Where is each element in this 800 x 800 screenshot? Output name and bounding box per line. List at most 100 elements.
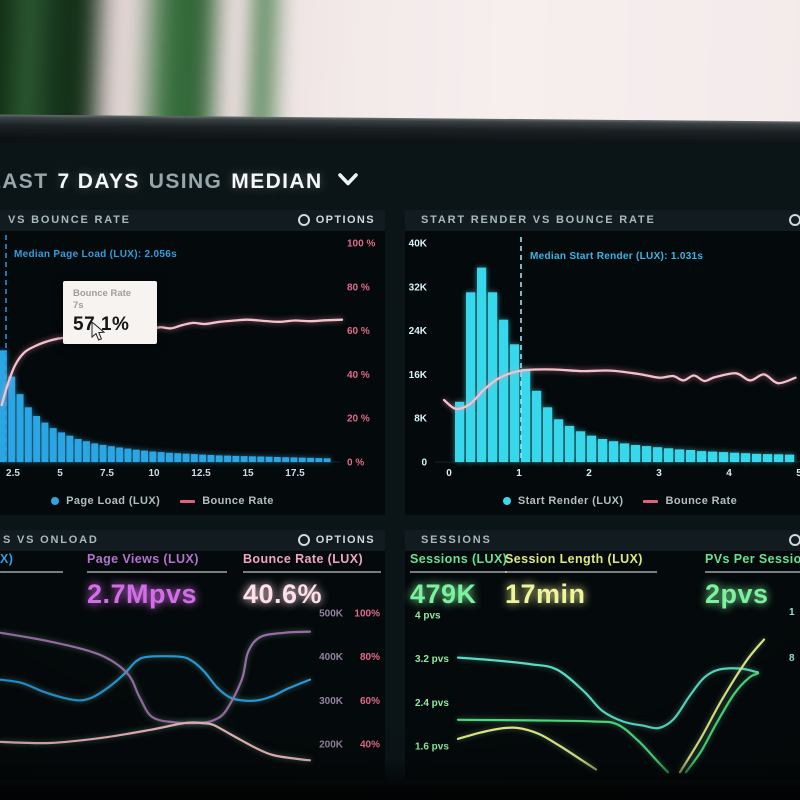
x-axis-tick: 12.5 <box>191 468 211 479</box>
sessions-trends-chart[interactable]: 4 pvs 3.2 pvs 2.4 pvs 1.6 pvs 1 8 <box>405 550 800 780</box>
dashboard-screen: LAST 7 DAYS USING MEDIAN VS BOUNCE RATE OPT… <box>0 142 800 800</box>
options-button[interactable] <box>789 214 800 226</box>
y-axis-tick: 24K <box>409 326 428 337</box>
histogram-bar <box>240 456 248 462</box>
gear-icon <box>789 214 800 226</box>
chart-legend: Page Load (LUX) Bounce Rate <box>0 495 385 507</box>
x-axis-tick: 17.5 <box>285 468 305 479</box>
y-axis-tick: 1.6 pvs <box>415 742 449 753</box>
gear-icon <box>297 214 310 226</box>
histogram-bar <box>116 447 124 462</box>
panel-sessions: SESSIONS Sessions (LUX) 479K Session Lengt… <box>405 530 800 780</box>
metric-underline <box>705 571 800 573</box>
histogram-bar <box>91 443 99 462</box>
histogram-bar <box>24 407 32 463</box>
metric-block: Bounce Rate (LUX) 40.6% <box>243 552 381 610</box>
panel-title: SESSIONS <box>421 534 492 546</box>
metric-block: (LUX) <box>0 552 63 579</box>
metric-underline <box>0 571 63 573</box>
x-axis-tick: 4 <box>726 468 732 479</box>
y-axis-tick: 60 % <box>347 326 370 337</box>
y-axis-tick-k: 300K <box>319 696 344 707</box>
legend-item[interactable]: Start Render (LUX) <box>502 495 624 507</box>
histogram-bar <box>664 448 674 462</box>
chart-tooltip: Bounce Rate 7s 57.1% <box>63 281 157 344</box>
trend-line <box>0 630 312 725</box>
metric-underline <box>505 571 657 573</box>
legend-label: Bounce Rate <box>202 495 274 507</box>
panel-title: S VS ONLOAD <box>3 534 99 546</box>
y-axis-tick: 8K <box>414 414 428 425</box>
histogram-bar <box>16 394 24 462</box>
histogram-bar <box>620 443 630 462</box>
histogram-bar <box>232 455 240 462</box>
metric-value: 2.7Mpvs <box>87 579 198 609</box>
y-axis-tick: 20 % <box>347 414 370 425</box>
y-axis-tick-pct: 100% <box>354 609 380 620</box>
legend-item[interactable]: Page Load (LUX) <box>51 495 160 507</box>
histogram-bar <box>207 455 215 462</box>
legend-item[interactable]: Bounce Rate <box>180 495 274 507</box>
histogram-bar <box>190 454 198 462</box>
histogram-bar <box>265 456 273 462</box>
options-button[interactable]: OPTIONS <box>297 214 375 226</box>
histogram-bar <box>576 431 586 462</box>
panel-start-render-vs-bounce-rate: START RENDER VS BOUNCE RATE 40K 32K 24K 16K… <box>405 210 800 515</box>
histogram-bar <box>565 425 575 462</box>
histogram-bar <box>774 454 784 462</box>
start-render-chart[interactable]: 40K 32K 24K 16K 8K 0 0 1 2 3 4 5 <box>405 231 800 515</box>
metric-value: 479K <box>410 579 477 609</box>
y-axis-tick: 40 % <box>347 370 370 381</box>
metric-block: Session Length (LUX) 17min <box>505 552 657 610</box>
panel-onload-trends: S VS ONLOAD OPTIONS (LUX) Page Views (LUX… <box>0 530 385 780</box>
legend-label: Start Render (LUX) <box>517 495 624 507</box>
x-axis-tick: 2 <box>586 468 592 479</box>
metric-value: 2pvs <box>705 579 769 609</box>
histogram-bar <box>273 457 281 462</box>
header-text: LAST <box>0 170 49 193</box>
metric-underline <box>243 571 381 573</box>
onload-trends-chart[interactable]: 500K 100% 400K 80% 300K 60% 200K 40% <box>0 550 385 780</box>
y-axis-tick: 40K <box>409 239 428 250</box>
histogram-bar <box>33 416 41 462</box>
metric-block: PVs Per Sessio 2pvs <box>705 552 800 610</box>
histogram-bar <box>257 456 265 462</box>
histogram-bar <box>141 450 148 462</box>
histogram-bar <box>488 292 498 462</box>
metric-label: (LUX) <box>0 552 14 566</box>
histogram-bar <box>41 422 49 462</box>
x-axis-tick: 1 <box>516 468 522 479</box>
header-text-emphasis: MEDIAN <box>231 170 323 193</box>
page-load-chart[interactable]: 100 % 80 % 60 % 40 % 20 % 0 % 2.5 5 7.5 10 12.5 15 1… <box>0 231 385 515</box>
header-text: USING <box>148 170 223 193</box>
x-axis-tick: 0 <box>446 468 452 479</box>
metric-block: Sessions (LUX) 479K <box>410 552 507 610</box>
trend-line <box>456 656 760 730</box>
histogram-bar <box>686 450 696 462</box>
legend-item[interactable]: Bounce Rate <box>643 495 737 507</box>
x-axis-tick: 7.5 <box>100 468 114 479</box>
options-label: OPTIONS <box>315 214 375 226</box>
metric-underline <box>410 571 507 573</box>
x-axis-tick: 5 <box>796 468 800 479</box>
histogram-bar <box>290 457 298 462</box>
trend-line <box>456 718 670 774</box>
histogram-bar <box>532 390 542 462</box>
legend-dot-icon <box>502 497 511 505</box>
histogram-bar <box>323 458 331 462</box>
histogram-bar <box>675 449 685 462</box>
panel-header: S VS ONLOAD OPTIONS <box>0 530 385 551</box>
trend-line <box>684 672 760 774</box>
options-button[interactable] <box>789 534 800 546</box>
tooltip-x-value: 7s <box>73 300 84 311</box>
date-range-dropdown[interactable]: LAST 7 DAYS USING MEDIAN <box>0 168 358 194</box>
y-axis-tick-k: 400K <box>319 652 344 663</box>
histogram-bar <box>466 292 476 462</box>
metric-label: PVs Per Sessio <box>705 552 800 566</box>
header-text-emphasis: 7 DAYS <box>57 170 140 193</box>
histogram-bar <box>543 407 553 463</box>
options-button[interactable]: OPTIONS <box>297 534 375 546</box>
histogram-bar <box>521 368 531 462</box>
x-axis-tick: 2.5 <box>6 468 20 479</box>
